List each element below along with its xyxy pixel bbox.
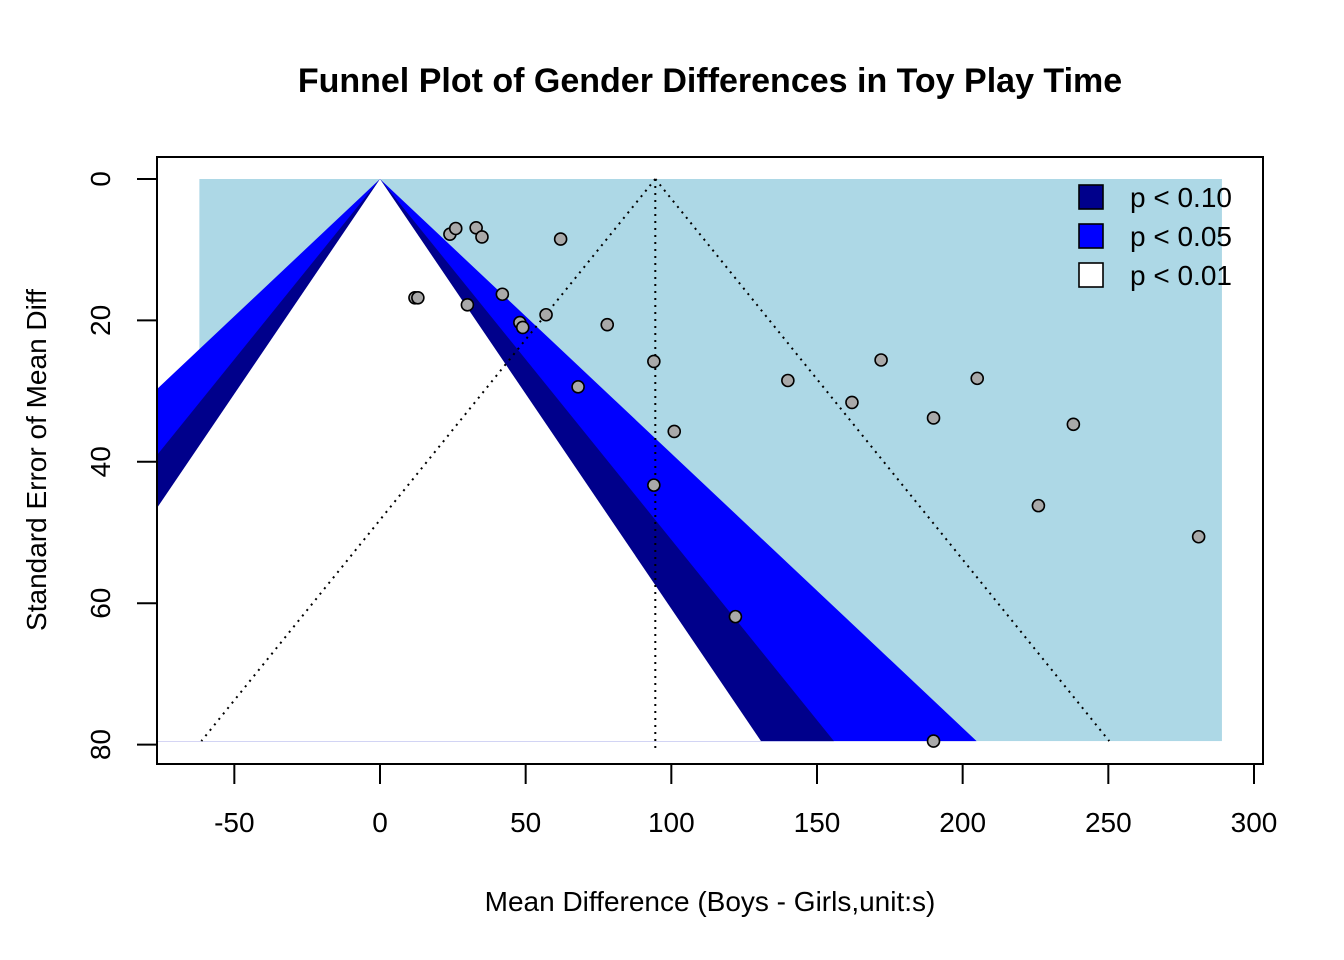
data-point-12 — [553, 232, 568, 246]
x-tick-label-300: 300 — [1231, 807, 1278, 838]
data-point-11 — [539, 307, 553, 322]
x-tick-label-50: 50 — [510, 807, 541, 838]
data-point-23 — [926, 734, 941, 748]
y-axis-label: Standard Error of Mean Diff — [21, 289, 52, 631]
funnel-guide-lines — [200, 178, 1111, 752]
data-point-8 — [495, 287, 510, 302]
data-point-21 — [874, 353, 888, 367]
data-point-13 — [571, 380, 585, 394]
x-tick-label--50: -50 — [214, 807, 254, 838]
data-point-18 — [728, 609, 743, 624]
data-point-24 — [970, 371, 985, 386]
data-point-22 — [926, 411, 941, 425]
x-tick-label-150: 150 — [794, 807, 841, 838]
pseudo-ci-left-line — [200, 178, 657, 742]
data-point-10 — [515, 320, 530, 335]
data-point-20 — [845, 395, 859, 410]
x-tick-label-200: 200 — [939, 807, 986, 838]
legend-label-1: p < 0.10 — [1130, 182, 1232, 213]
x-tick-label-0: 0 — [372, 807, 388, 838]
y-axis: 0 20 40 60 80 — [85, 171, 158, 760]
data-point-27 — [1191, 529, 1206, 544]
data-point-4 — [448, 221, 463, 236]
data-point-16 — [647, 478, 661, 492]
legend-label-3: p < 0.01 — [1130, 260, 1232, 291]
legend-swatch-2 — [1078, 223, 1104, 249]
x-tick-label-100: 100 — [648, 807, 695, 838]
y-tick-label-0: 0 — [85, 171, 116, 187]
data-point-5 — [460, 298, 475, 312]
chart-title: Funnel Plot of Gender Differences in Toy… — [298, 62, 1122, 100]
y-tick-label-20: 20 — [85, 305, 116, 336]
legend: p < 0.10 p < 0.05 p < 0.01 — [1078, 182, 1232, 291]
data-point-2 — [411, 290, 425, 305]
y-tick-label-40: 40 — [85, 446, 116, 477]
data-point-25 — [1031, 498, 1046, 513]
legend-swatch-3 — [1078, 262, 1104, 288]
data-point-14 — [600, 317, 615, 332]
y-tick-label-60: 60 — [85, 588, 116, 619]
data-points — [408, 220, 1206, 748]
data-point-7 — [475, 230, 489, 244]
legend-label-2: p < 0.05 — [1130, 221, 1232, 252]
pseudo-ci-right-line — [654, 178, 1111, 742]
data-point-26 — [1066, 417, 1081, 432]
region-nonsignificant — [157, 179, 761, 742]
y-tick-label-80: 80 — [85, 729, 116, 760]
x-tick-label-250: 250 — [1085, 807, 1132, 838]
contour-regions — [157, 179, 1222, 742]
data-point-15 — [647, 354, 661, 369]
x-axis: -50 0 50 100 150 200 250 300 — [214, 763, 1278, 838]
legend-swatch-1 — [1078, 184, 1104, 210]
data-point-19 — [781, 373, 795, 388]
data-point-17 — [667, 424, 682, 439]
x-axis-label: Mean Difference (Boys - Girls,unit:s) — [485, 886, 936, 917]
